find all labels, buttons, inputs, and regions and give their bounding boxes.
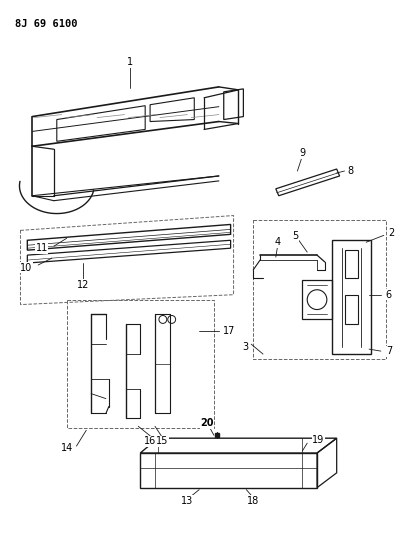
Text: 13: 13 — [181, 496, 194, 505]
Text: 10: 10 — [20, 263, 32, 273]
Text: 3: 3 — [242, 342, 248, 352]
Text: 9: 9 — [299, 148, 305, 158]
Text: 14: 14 — [61, 443, 73, 453]
Text: 20: 20 — [200, 418, 214, 429]
Text: 6: 6 — [386, 290, 392, 300]
Text: 16: 16 — [144, 436, 156, 446]
Text: 19: 19 — [312, 435, 324, 445]
Text: 4: 4 — [275, 237, 281, 247]
Text: 17: 17 — [223, 326, 235, 336]
Text: 8J 69 6100: 8J 69 6100 — [14, 19, 77, 29]
Text: 15: 15 — [156, 436, 168, 446]
Text: 18: 18 — [247, 496, 259, 505]
Text: 1: 1 — [127, 57, 134, 67]
Text: 8: 8 — [348, 166, 354, 176]
Text: 2: 2 — [389, 228, 395, 238]
Text: 11: 11 — [36, 243, 48, 253]
Text: 7: 7 — [386, 346, 392, 356]
Text: 12: 12 — [77, 280, 89, 290]
Text: 5: 5 — [292, 231, 298, 241]
